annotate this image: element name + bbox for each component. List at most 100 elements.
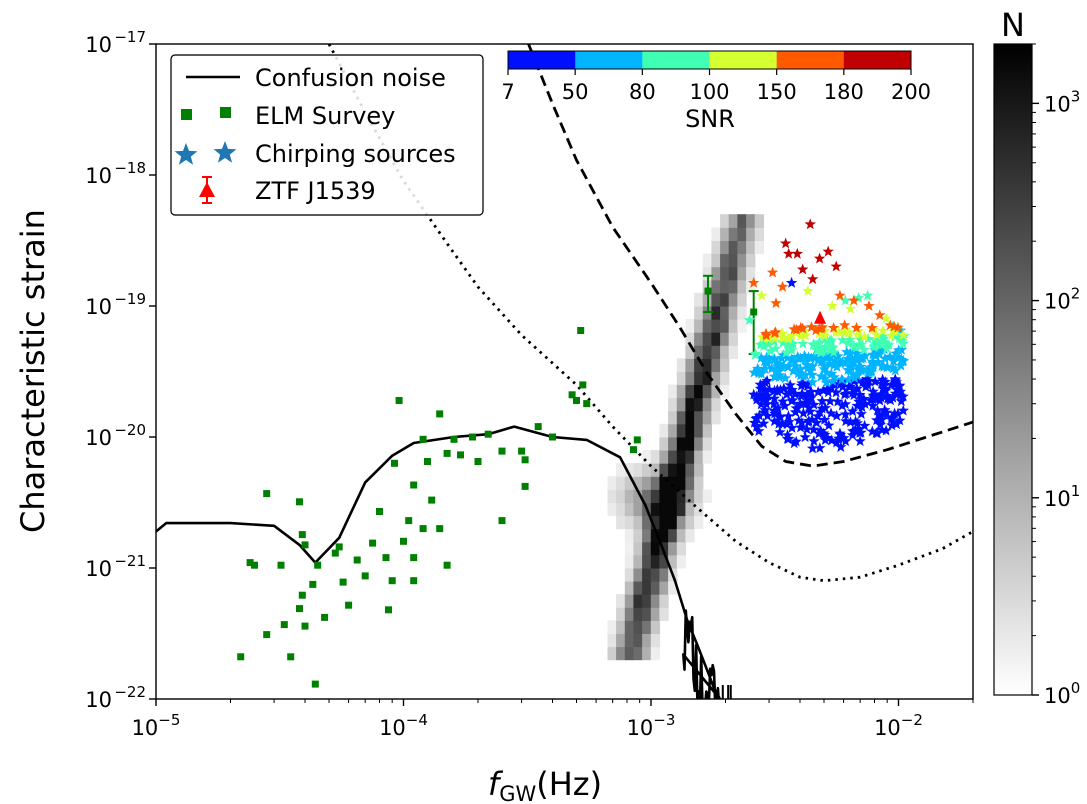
heatmap-cell (702, 410, 712, 425)
heatmap-cell (616, 502, 626, 517)
chirping-source-star (794, 397, 806, 409)
heatmap-cell (728, 292, 738, 307)
chirping-source-star (790, 360, 802, 372)
chirping-source-star (886, 419, 898, 431)
heatmap-cell (694, 476, 704, 490)
heatmap-cell (659, 594, 669, 608)
chirping-source-star (837, 380, 849, 392)
elm-survey-point (630, 446, 637, 454)
chirping-source-star (782, 410, 795, 422)
heatmap-cell (737, 279, 747, 294)
heatmap-cell (685, 397, 695, 412)
chirping-source-star (879, 352, 891, 364)
heatmap-cell (650, 476, 661, 490)
legend-marker-chirp-1 (174, 143, 198, 165)
heatmap-cell (728, 214, 738, 228)
heatmap-cell (685, 332, 695, 346)
elm-survey-point (298, 531, 306, 539)
elm-survey-point (296, 605, 303, 613)
chirping-source-star (836, 356, 849, 367)
legend-label-elm-survey: ELM Survey (255, 102, 395, 130)
heatmap-cell (694, 305, 704, 320)
chirping-source-star (755, 351, 767, 363)
heatmap-cell (711, 305, 721, 320)
chirping-source-star (834, 427, 846, 439)
chirping-sources (743, 218, 910, 454)
heatmap-cell (624, 541, 635, 556)
confusion-noise-curve (156, 425, 722, 699)
chirping-source-star (851, 382, 863, 394)
elm-survey-point (583, 400, 591, 408)
density-tick-label: 100 (1044, 679, 1080, 708)
chirping-source-star (784, 379, 796, 391)
chirping-source-star (851, 369, 864, 381)
chirping-source-star (874, 418, 886, 430)
chirping-source-star (806, 442, 819, 454)
chirping-source-star (826, 434, 838, 446)
chirping-source-star (846, 405, 859, 417)
chirping-source-star (797, 370, 810, 382)
chirping-source-star (759, 383, 771, 395)
chirping-source-star (805, 385, 817, 397)
heatmap-cell (737, 266, 747, 281)
heatmap-cell (754, 214, 764, 228)
chirping-source-star (858, 419, 871, 431)
chirping-source-star (768, 327, 781, 339)
heatmap-cell (702, 266, 712, 281)
chirping-source-star (894, 414, 906, 426)
legend-box-border (170, 54, 484, 216)
elm-survey-point (263, 631, 271, 639)
chirping-source-star (845, 352, 858, 364)
heatmap-cell (737, 253, 747, 268)
chirping-source-star (769, 332, 782, 344)
heatmap-cell (720, 345, 730, 359)
heatmap-cell (685, 489, 695, 503)
legend-marker-elm-2 (220, 107, 231, 118)
heatmap-cell (633, 620, 643, 634)
elm-survey-point (287, 653, 295, 661)
heatmap-cell (676, 541, 687, 556)
chirping-source-star (884, 350, 896, 362)
chirping-source-star (832, 395, 844, 407)
heatmap-cell (668, 476, 678, 490)
heatmap-cell (746, 266, 756, 281)
heatmap-cell (616, 476, 626, 490)
legend-marker-chirp-2 (213, 141, 237, 163)
heatmap-cell (702, 319, 712, 333)
heatmap-cell (659, 436, 669, 451)
chirping-source-star (782, 351, 794, 363)
heatmap-cell (746, 227, 756, 241)
heatmap-cell (633, 502, 643, 517)
heatmap-cell (694, 397, 704, 412)
heatmap-cell (616, 463, 626, 477)
chirping-source-star (760, 352, 772, 363)
chirping-source-star (819, 333, 831, 345)
chirping-source-star (769, 405, 781, 417)
heatmap-cell (642, 594, 652, 608)
y-tick-label: 10 −22 (85, 683, 146, 712)
elm-survey-point (331, 549, 339, 557)
elm-survey-point (633, 436, 641, 444)
legend-marker-elm-1 (181, 109, 192, 120)
chirping-source-star (848, 372, 861, 383)
chirping-source-star (868, 341, 880, 353)
elm-survey-point (385, 606, 392, 614)
chirping-source-star (797, 337, 809, 349)
heatmap-cell (694, 384, 704, 399)
chirping-source-star (863, 300, 875, 311)
chirping-source-star (850, 347, 863, 359)
elm-survey-point (405, 517, 413, 525)
chirping-source-star (805, 391, 817, 403)
snr-colorbar-segment (642, 51, 710, 69)
chirping-source-star (831, 361, 843, 372)
chirping-source-star (801, 359, 813, 370)
chirping-source-star (802, 362, 814, 374)
heatmap-cell (737, 305, 747, 320)
heatmap-cell (659, 463, 669, 477)
legend-label-chirping-sources: Chirping sources (255, 140, 456, 168)
heatmap-cell (624, 620, 635, 634)
chirping-source-star (890, 350, 902, 362)
heatmap-cell (633, 633, 643, 648)
chirping-source-star (749, 349, 762, 360)
heatmap-cell (737, 214, 747, 228)
